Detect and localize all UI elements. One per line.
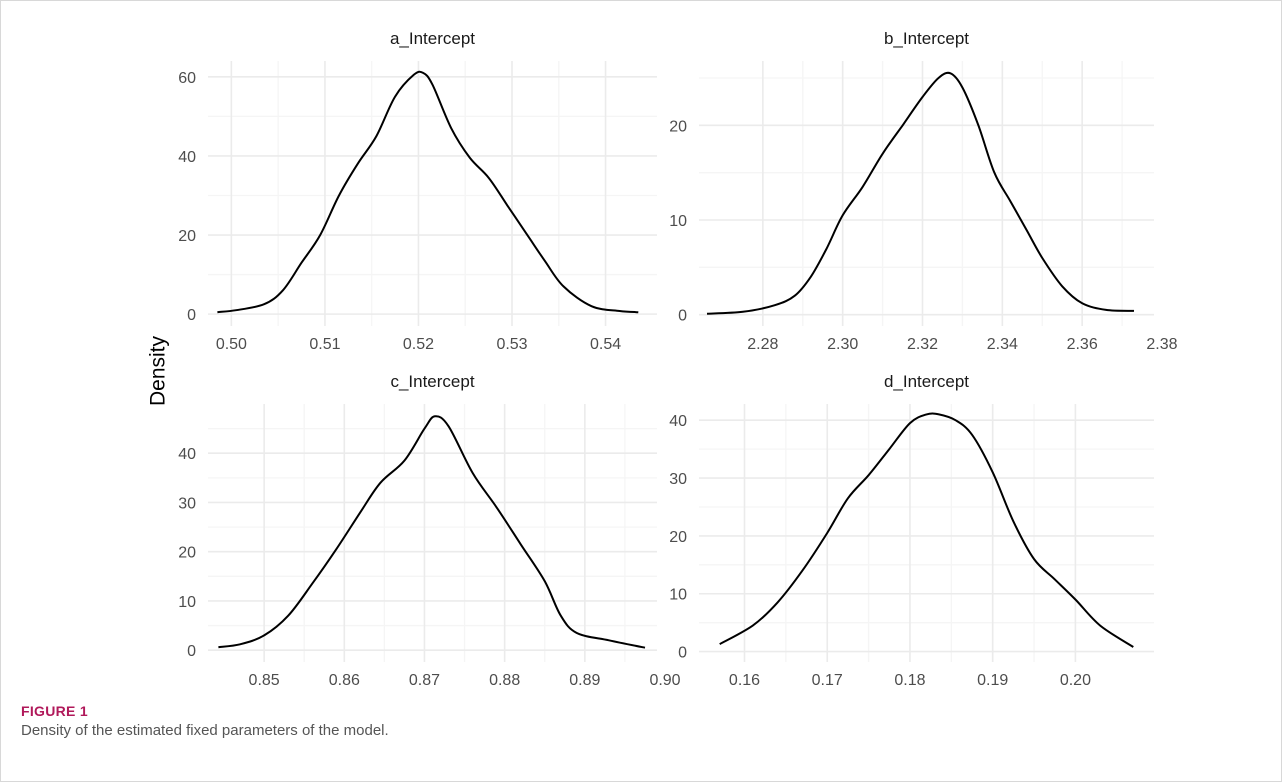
panel-b-x-tick-label: 2.32: [907, 336, 938, 353]
figure-caption: Density of the estimated fixed parameter…: [21, 722, 389, 739]
panel-c-x-tick-label: 0.87: [409, 672, 440, 689]
panel-a-density-line: [217, 70, 639, 314]
panel-a-y-tick-label: 0: [187, 307, 196, 324]
panel-b-x-tick-label: 2.28: [747, 336, 778, 353]
panel-a: 0.50 0.51 0.52 0.53 0.54 0 20 40 60 a_Intercept: [178, 29, 657, 353]
panel-d-x-tick-label: 0.17: [812, 672, 843, 689]
panel-b: 2.28 2.30 2.32 2.34 2.36 2.38 0 10 20 b_Intercept: [669, 29, 1177, 353]
panel-b-y-tick-label: 10: [669, 213, 687, 230]
panel-a-x-tick-label: 0.52: [403, 336, 434, 353]
panel-b-x-tick-label: 2.38: [1146, 336, 1177, 353]
panel-a-y-tick-label: 60: [178, 70, 196, 87]
panel-c-density-line: [218, 415, 646, 649]
panel-b-x-tick-label: 2.30: [827, 336, 858, 353]
panel-c-x-tick-label: 0.88: [489, 672, 520, 689]
panel-b-y-tick-label: 20: [669, 118, 687, 135]
panel-d-x-tick-label: 0.20: [1060, 672, 1091, 689]
panel-a-x-tick-label: 0.54: [590, 336, 621, 353]
panel-d-title: d_Intercept: [884, 372, 969, 391]
panel-d-y-tick-label: 0: [678, 645, 687, 662]
panel-d-density-line: [719, 412, 1134, 648]
panel-c-y-tick-label: 30: [178, 495, 196, 512]
panel-d-x-tick-label: 0.16: [729, 672, 760, 689]
panel-c-x-tick-label: 0.89: [569, 672, 600, 689]
figure-label: FIGURE 1: [21, 703, 88, 719]
panel-b-title: b_Intercept: [884, 29, 969, 48]
panel-a-y-tick-label: 40: [178, 149, 196, 166]
panel-c-x-tick-label: 0.86: [329, 672, 360, 689]
panel-c-y-tick-label: 20: [178, 545, 196, 562]
panel-c-x-tick-label: 0.90: [649, 672, 680, 689]
panel-a-y-tick-label: 20: [178, 228, 196, 245]
panel-c: 0.85 0.86 0.87 0.88 0.89 0.90 0 10 20 30 40 c_Inter…: [178, 372, 680, 689]
panel-d-x-tick-label: 0.18: [894, 672, 925, 689]
panel-d: 0.16 0.17 0.18 0.19 0.20 0 10 20 30 40 d_Intercept: [669, 372, 1154, 689]
panel-d-y-tick-label: 10: [669, 587, 687, 604]
panel-c-y-tick-label: 10: [178, 594, 196, 611]
panel-d-y-tick-label: 30: [669, 471, 687, 488]
panel-c-y-tick-label: 0: [187, 643, 196, 660]
panel-d-x-tick-label: 0.19: [977, 672, 1008, 689]
panel-a-x-tick-label: 0.50: [216, 336, 247, 353]
y-axis-title: Density: [147, 335, 170, 406]
panel-b-x-tick-label: 2.36: [1067, 336, 1098, 353]
panel-a-x-tick-label: 0.53: [496, 336, 527, 353]
panel-b-x-tick-label: 2.34: [987, 336, 1018, 353]
panel-a-x-tick-label: 0.51: [309, 336, 340, 353]
panel-c-title: c_Intercept: [390, 372, 474, 391]
panel-d-y-tick-label: 40: [669, 413, 687, 430]
panel-b-density-line: [706, 71, 1135, 315]
panel-b-y-tick-label: 0: [678, 308, 687, 325]
panel-d-y-tick-label: 20: [669, 529, 687, 546]
panel-c-y-tick-label: 40: [178, 446, 196, 463]
panel-c-x-tick-label: 0.85: [249, 672, 280, 689]
panel-a-title: a_Intercept: [390, 29, 475, 48]
